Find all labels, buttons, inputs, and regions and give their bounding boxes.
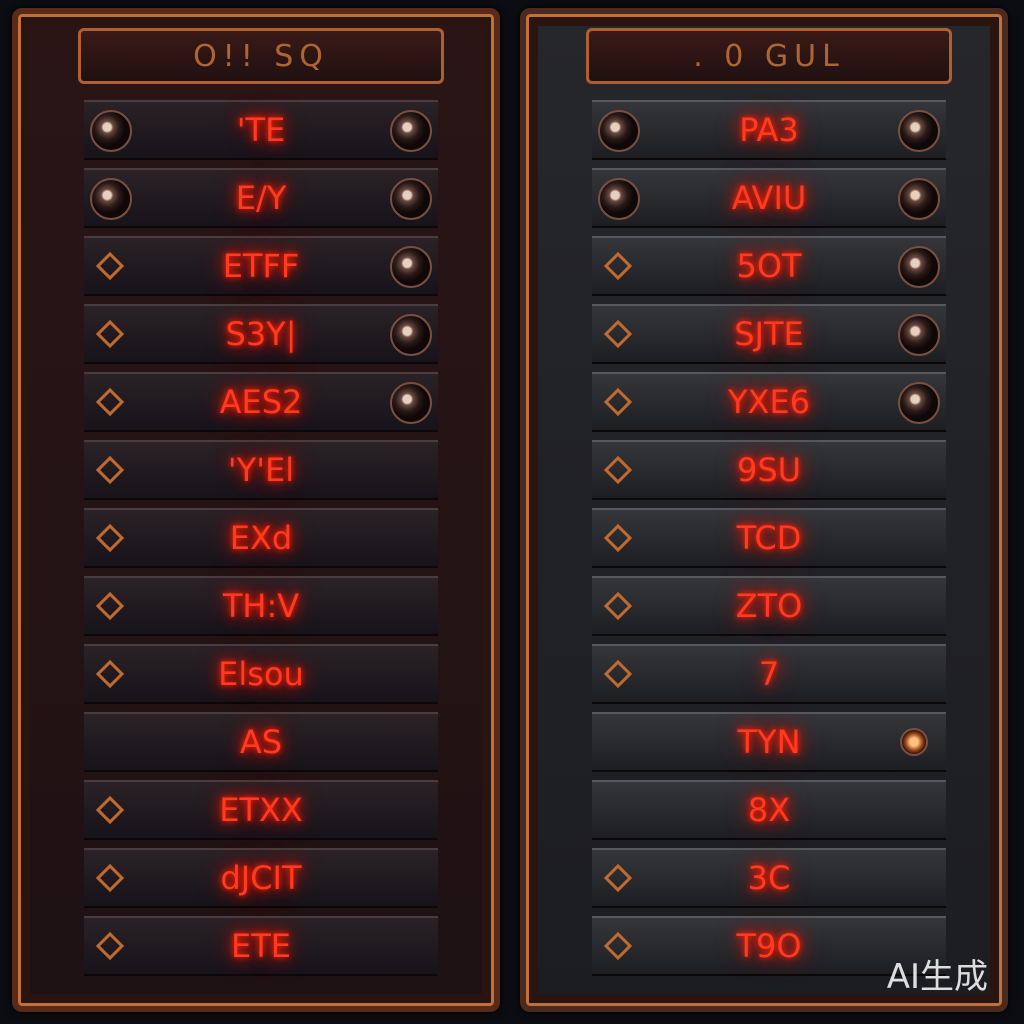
knob-icon[interactable] [598,110,640,152]
list-item[interactable]: ETXX [84,780,438,840]
row-label: dJCIT [220,859,302,897]
row-label: Elsou [218,655,304,693]
list-item[interactable]: 'Y'El [84,440,438,500]
list-item[interactable]: ETE [84,916,438,976]
row-label: S3Y| [225,315,297,353]
list-item[interactable]: 3C [592,848,946,908]
row-label: AS [239,723,283,761]
row-label: 7 [758,655,780,693]
small-knob-icon[interactable] [900,728,928,756]
list-item[interactable]: 8X [592,780,946,840]
list-item[interactable]: 5OT [592,236,946,296]
knob-icon[interactable] [390,110,432,152]
knob-icon[interactable] [898,314,940,356]
left-row-list: 'TE E/Y ETFF S3Y| AES2 'Y'El EXd TH:V Elsou AS ETX… [84,100,438,984]
row-label: TH:V [222,587,300,625]
list-item[interactable]: ETFF [84,236,438,296]
row-label: E/Y [235,179,287,217]
knob-icon[interactable] [598,178,640,220]
list-item[interactable]: AES2 [84,372,438,432]
left-panel: O!! SQ 'TE E/Y ETFF S3Y| AES2 'Y'El EXd TH:V Els… [12,8,500,1012]
left-panel-header: O!! SQ [78,28,444,84]
knob-icon[interactable] [90,178,132,220]
knob-icon[interactable] [898,110,940,152]
row-label: 8X [747,791,791,829]
row-label: AVIU [731,179,807,217]
row-label: SJTE [734,315,804,353]
list-item[interactable]: TCD [592,508,946,568]
row-label: 3C [747,859,791,897]
list-item[interactable]: AVIU [592,168,946,228]
list-item[interactable]: S3Y| [84,304,438,364]
list-item[interactable]: E/Y [84,168,438,228]
list-item[interactable]: ZTO [592,576,946,636]
list-item[interactable]: TH:V [84,576,438,636]
knob-icon[interactable] [390,382,432,424]
row-label: ETFF [222,247,300,285]
row-label: TCD [736,519,802,557]
list-item[interactable]: YXE6 [592,372,946,432]
knob-icon[interactable] [390,178,432,220]
list-item[interactable]: T9O [592,916,946,976]
knob-icon[interactable] [898,382,940,424]
row-label: 'Y'El [227,451,295,489]
list-item[interactable]: PA3 [592,100,946,160]
row-label: 'TE [236,111,286,149]
right-panel: . 0 GUL PA3 AVIU 5OT SJTE YXE6 9SU TCD ZTO 7 TYN 8… [520,8,1008,1012]
list-item[interactable]: Elsou [84,644,438,704]
row-label: PA3 [739,111,799,149]
row-label: YXE6 [727,383,811,421]
left-header-title: O!! SQ [193,38,329,74]
knob-icon[interactable] [898,178,940,220]
row-label: ZTO [735,587,803,625]
list-item[interactable]: AS [84,712,438,772]
row-label: TYN [737,723,801,761]
list-item[interactable]: 7 [592,644,946,704]
list-item[interactable]: dJCIT [84,848,438,908]
row-label: AES2 [219,383,303,421]
right-panel-header: . 0 GUL [586,28,952,84]
row-label: ETXX [219,791,303,829]
row-label: EXd [229,519,293,557]
knob-icon[interactable] [390,314,432,356]
row-label: ETE [231,927,291,965]
knob-icon[interactable] [390,246,432,288]
row-label: T9O [736,927,802,965]
knob-icon[interactable] [898,246,940,288]
right-header-title: . 0 GUL [693,38,845,74]
row-label: 9SU [736,451,802,489]
watermark: AI生成 [886,957,988,997]
list-item[interactable]: 'TE [84,100,438,160]
knob-icon[interactable] [90,110,132,152]
list-item[interactable]: TYN [592,712,946,772]
right-row-list: PA3 AVIU 5OT SJTE YXE6 9SU TCD ZTO 7 TYN 8X 3C T9O [592,100,946,984]
row-label: 5OT [736,247,802,285]
list-item[interactable]: SJTE [592,304,946,364]
list-item[interactable]: EXd [84,508,438,568]
list-item[interactable]: 9SU [592,440,946,500]
